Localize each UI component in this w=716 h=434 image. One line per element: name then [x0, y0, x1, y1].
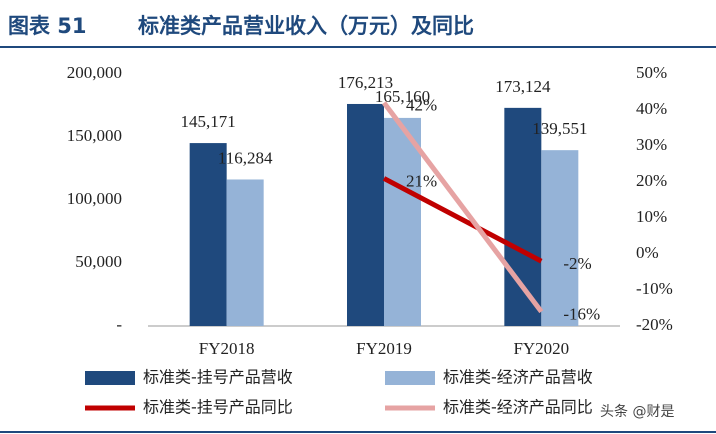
y-tick-label: 200,000 [67, 63, 122, 82]
line-series [382, 176, 543, 264]
y2-tick-label: 10% [636, 207, 667, 226]
y-tick-label: 50,000 [75, 252, 122, 271]
line-value-label: -16% [563, 305, 600, 324]
bar-value-label: 165,160 [375, 87, 430, 106]
y2-tick-label: 40% [636, 99, 667, 118]
bar [189, 143, 227, 326]
legend-label: 标准类-经济产品营收 [443, 368, 593, 387]
line-series [382, 101, 544, 314]
legend-label: 标准类-挂号产品同比 [143, 398, 293, 417]
bar [226, 179, 264, 326]
bar-value-label: 116,284 [218, 148, 273, 167]
y2-tick-label: -10% [636, 279, 673, 298]
bar [384, 117, 421, 326]
x-tick-label: FY2020 [513, 339, 569, 358]
y-tick-label: - [116, 315, 122, 334]
bar-value-label: 176,213 [338, 73, 393, 92]
bar [541, 150, 579, 326]
bar-value-label: 145,171 [181, 112, 236, 131]
y-tick-label: 100,000 [67, 189, 122, 208]
y2-tick-label: -20% [636, 315, 673, 334]
bar-value-label: 173,124 [495, 77, 551, 96]
legend-label: 标准类-经济产品同比 [443, 398, 593, 417]
legend-swatch [85, 371, 135, 385]
line-value-label: 21% [406, 171, 437, 190]
bar-value-label: 139,551 [532, 119, 587, 138]
legend-swatch [385, 371, 435, 385]
legend-label: 标准类-挂号产品营收 [143, 368, 293, 387]
bar [504, 107, 542, 326]
y2-tick-label: 0% [636, 243, 659, 262]
x-tick-label: FY2019 [356, 339, 412, 358]
y2-tick-label: 50% [636, 63, 667, 82]
y2-tick-label: 30% [636, 135, 667, 154]
x-tick-label: FY2018 [199, 339, 255, 358]
bar [347, 103, 384, 326]
watermark: 头条 @财是 [600, 403, 674, 420]
figure-label: 图表 51 [8, 14, 87, 38]
line-value-label: 42% [406, 96, 437, 115]
line-value-label: -2% [563, 254, 591, 273]
chart-title: 标准类产品营业收入（万元）及同比 [138, 14, 474, 38]
y-tick-label: 150,000 [67, 126, 122, 145]
y2-tick-label: 20% [636, 171, 667, 190]
